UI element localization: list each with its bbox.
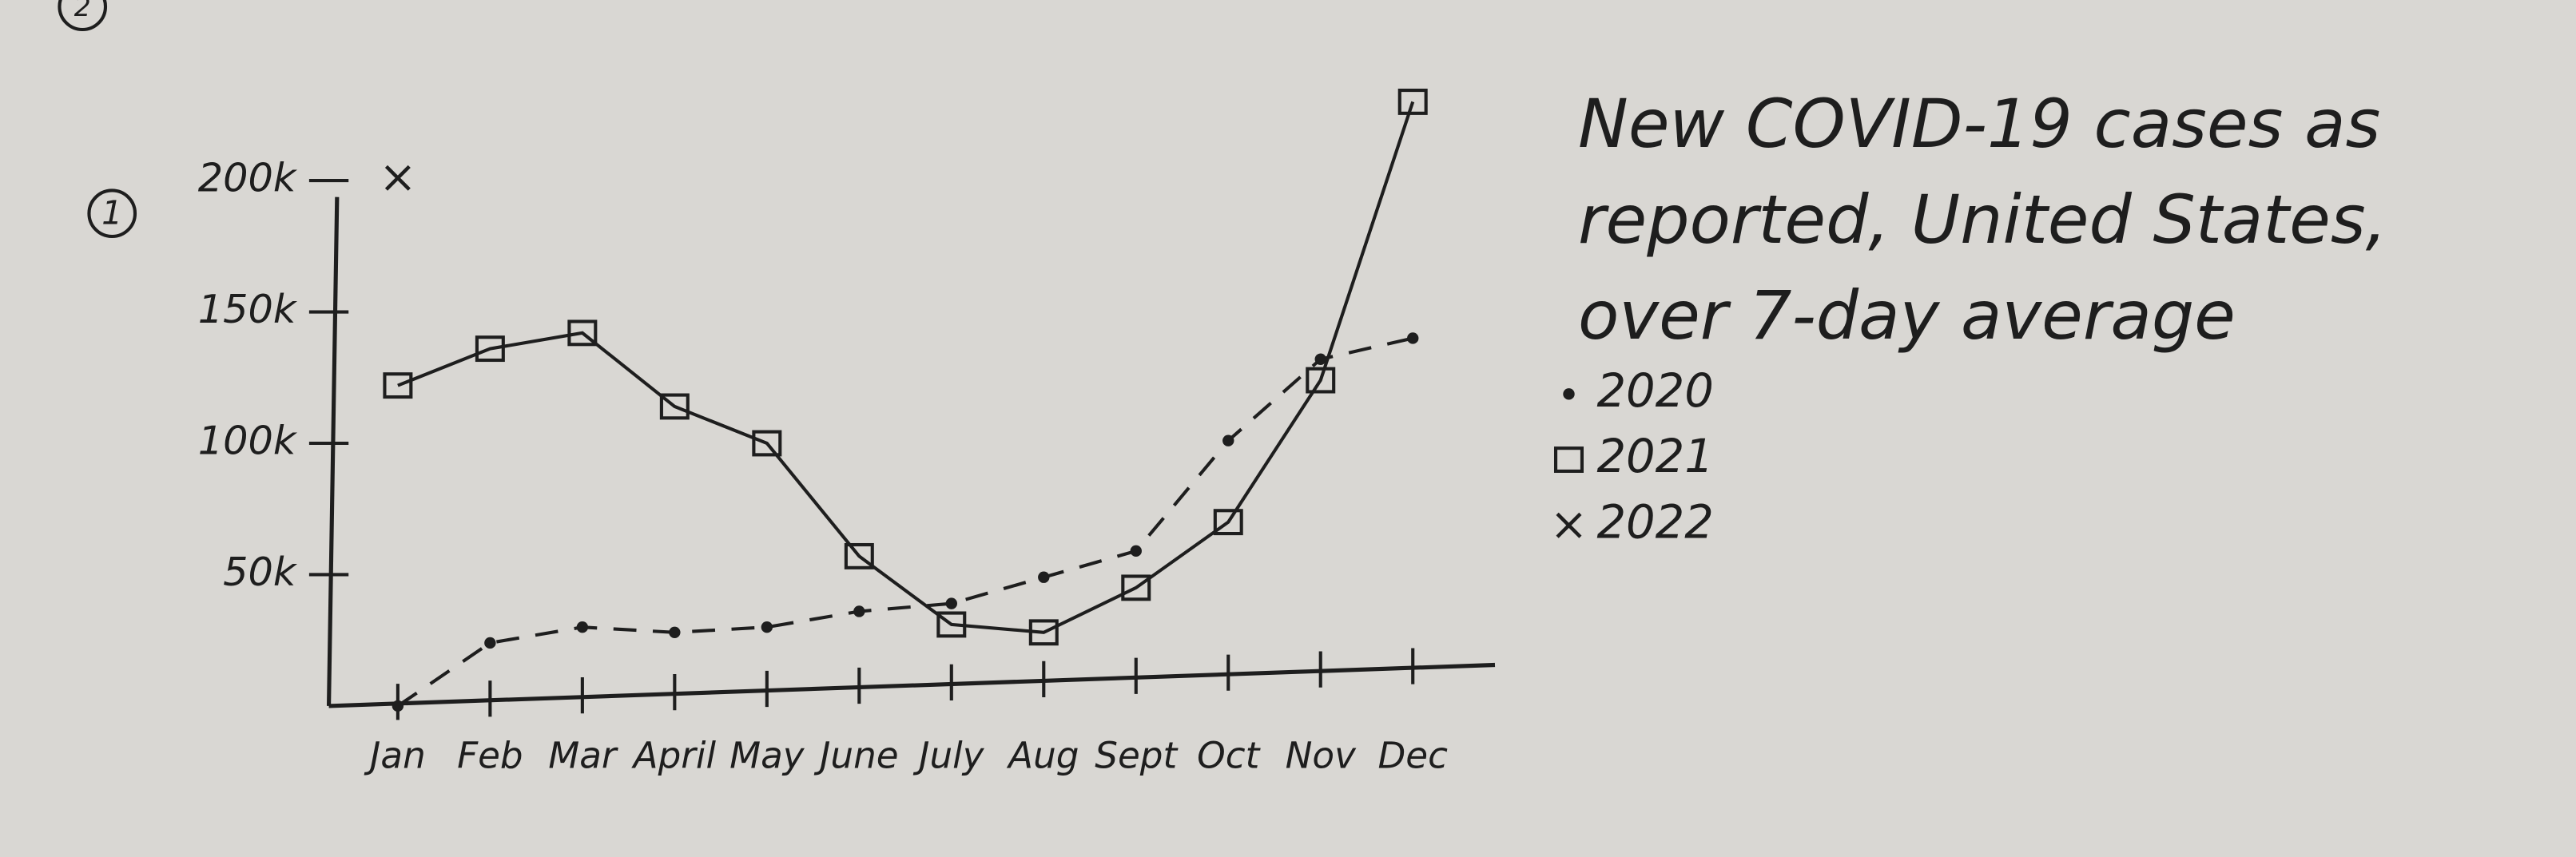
x-tick-label: Jan <box>364 735 426 777</box>
point <box>576 621 589 633</box>
point <box>1121 574 1151 601</box>
y-tick-label: 100k <box>198 418 298 464</box>
point <box>853 605 865 617</box>
point <box>475 335 505 363</box>
point <box>1038 571 1050 583</box>
point <box>1213 509 1243 536</box>
point <box>1397 88 1428 115</box>
point <box>1130 545 1142 557</box>
y-tick-label: 150k <box>198 286 298 332</box>
legend-label: 2022 <box>1596 495 1713 549</box>
point <box>761 621 773 633</box>
annotation-circle <box>87 188 137 239</box>
x-tick-label: Feb <box>457 735 523 777</box>
x-tick-label: Oct <box>1197 735 1261 777</box>
x-tick-label: Mar <box>548 735 618 777</box>
x-tick-label: Sept <box>1095 735 1179 777</box>
annotation: 2 <box>74 0 91 22</box>
point <box>659 393 690 420</box>
legend-marker <box>1556 512 1582 538</box>
point <box>752 430 782 457</box>
point <box>936 611 967 638</box>
point <box>669 626 681 638</box>
point <box>384 165 411 191</box>
x-tick-label: April <box>631 735 717 777</box>
x-tick-label: July <box>912 735 985 777</box>
point <box>1222 434 1234 446</box>
x-tick-label: Aug <box>1006 735 1079 777</box>
legend-marker <box>1554 446 1584 473</box>
annotation-circle <box>58 0 108 32</box>
y-tick-label: 50k <box>223 549 298 595</box>
point <box>484 637 496 649</box>
chart-title: New COVID-19 cases as reported, United S… <box>1578 85 2387 355</box>
y-axis <box>326 196 340 706</box>
legend-marker <box>1563 388 1575 400</box>
x-tick-label: June <box>813 735 898 777</box>
x-tick-label: May <box>729 735 805 777</box>
point <box>1028 619 1059 646</box>
series-line <box>397 101 1415 634</box>
point <box>945 597 957 609</box>
point <box>844 542 874 569</box>
x-tick-label: Nov <box>1286 735 1357 777</box>
legend-label: 2020 <box>1596 364 1713 418</box>
point <box>383 372 413 399</box>
legend-label: 2021 <box>1596 430 1713 483</box>
annotation: 1 <box>101 193 122 232</box>
x-axis <box>328 662 1496 708</box>
x-tick-label: Dec <box>1377 735 1448 777</box>
point <box>1306 367 1336 394</box>
series-line <box>396 336 1413 708</box>
y-tick-label: 200k <box>198 155 298 201</box>
point <box>1407 332 1419 344</box>
point <box>567 319 598 347</box>
point <box>1314 353 1326 365</box>
point <box>392 700 404 712</box>
